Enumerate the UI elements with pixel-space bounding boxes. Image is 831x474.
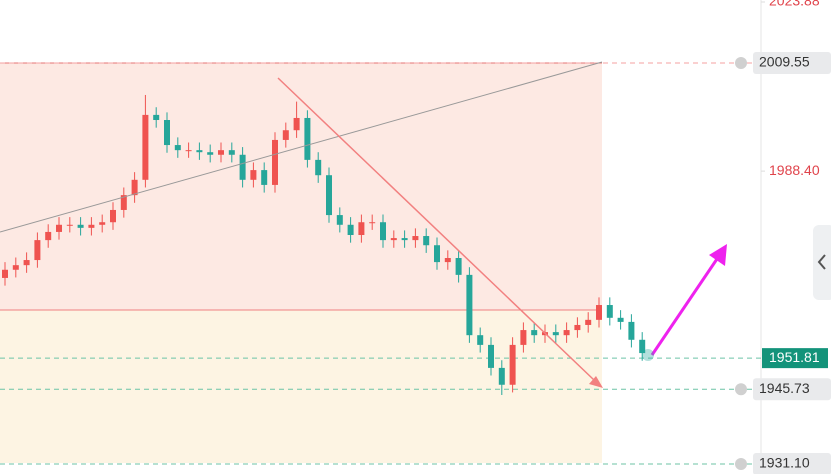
candle-body [23, 260, 30, 266]
alert-icon [735, 57, 747, 70]
candle-body [596, 305, 602, 320]
candle-body [142, 114, 149, 180]
candle-body [239, 154, 246, 180]
candle-body [466, 274, 473, 336]
candle-body [34, 240, 41, 261]
candle-body [563, 330, 570, 336]
candle-body [390, 238, 397, 241]
alert-icon [735, 457, 747, 470]
forecast-arrow [650, 255, 721, 356]
price-label: 2009.55 [759, 54, 810, 70]
candle-body [272, 139, 278, 185]
candle-body [110, 209, 116, 223]
candle-body [639, 339, 646, 354]
price-label-bg [753, 378, 831, 401]
candle-body [315, 159, 322, 176]
candle-body [185, 150, 192, 152]
candle-body [196, 150, 203, 153]
candle-body [131, 179, 138, 196]
candle-body [401, 238, 408, 241]
candle-body [228, 150, 235, 155]
price-label-bg [753, 452, 831, 474]
candle-body [423, 236, 430, 246]
candle-body [380, 222, 386, 241]
candle-body [174, 145, 181, 151]
candle-body [45, 231, 52, 241]
candle-body [444, 258, 451, 263]
candle-body [606, 305, 613, 318]
candle-body [477, 335, 484, 345]
candle-body [153, 114, 160, 121]
candle-body [304, 117, 311, 160]
candle-body [250, 170, 257, 180]
candle-body [531, 330, 538, 336]
trend-line [0, 61, 603, 233]
chevron [817, 254, 826, 270]
current-glow [642, 349, 654, 361]
price-label: 1931.10 [759, 455, 810, 471]
arrow-head [589, 376, 603, 388]
candle-body [488, 344, 494, 368]
candle-body [617, 317, 624, 322]
candle-body [498, 367, 505, 385]
candle-body [12, 265, 19, 270]
price-label: 1945.73 [759, 380, 810, 396]
candle-body [358, 222, 365, 236]
candle-body [455, 258, 462, 275]
candle-body [520, 330, 527, 345]
candle-body [77, 224, 84, 228]
candle-body [293, 117, 300, 131]
side-panel-tab[interactable] [813, 225, 831, 300]
candle-body [552, 332, 559, 336]
candle-body [434, 245, 440, 263]
candle-body [261, 170, 268, 185]
candle-body [56, 224, 62, 232]
candle-body [120, 195, 127, 210]
trend-arrow [277, 77, 595, 381]
price-label-bg [762, 348, 828, 369]
price-label-bg [753, 52, 831, 75]
candle-body [412, 236, 419, 241]
candle-body [2, 269, 8, 278]
candle-body [164, 120, 170, 146]
resistance-zone [0, 63, 602, 310]
price-label: 1951.81 [769, 349, 820, 365]
candle-body [282, 130, 289, 140]
candle-body [207, 152, 214, 155]
y-tick-label: 2023.88 [769, 0, 820, 9]
candle-body [574, 324, 581, 331]
arrow-head [709, 244, 727, 266]
candle-body [66, 224, 73, 226]
candle-body [88, 224, 95, 228]
candle-body [326, 175, 332, 216]
candle-body [628, 321, 635, 340]
candle-body [347, 224, 354, 236]
support-zone [0, 310, 602, 463]
candle-body [585, 319, 592, 325]
candle-body [336, 215, 343, 225]
alert-icon [735, 383, 747, 396]
candle-body [218, 150, 224, 155]
candle-body [509, 344, 516, 385]
candle-body [99, 222, 106, 225]
y-tick-label: 1988.40 [769, 162, 820, 178]
candle-body [369, 222, 376, 224]
